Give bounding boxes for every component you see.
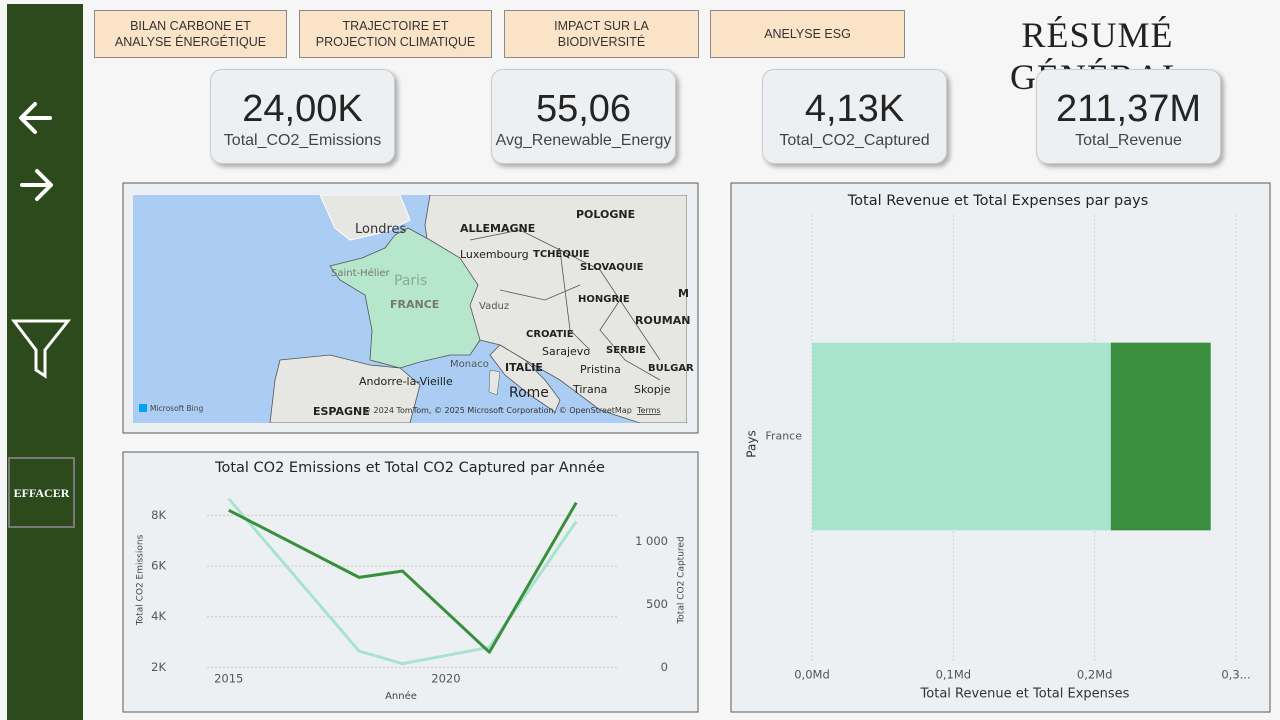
y-axis-title: Pays <box>745 430 759 457</box>
y-tick-label: 4K <box>151 609 166 623</box>
map <box>133 195 687 423</box>
line-chart: Total CO2 Emissions et Total CO2 Capture… <box>136 460 687 702</box>
y-tick-label: 8K <box>151 508 166 522</box>
x-axis-title: Année <box>385 690 417 702</box>
map-label: Luxembourg <box>460 248 529 261</box>
line-series <box>227 497 578 666</box>
kpi-label: Total_CO2_Emissions <box>223 132 382 149</box>
map-label: CROATIE <box>526 329 574 340</box>
kpi-value: 55,06 <box>535 88 632 130</box>
map-label: BULGAR <box>648 363 694 374</box>
map-label: ALLEMAGNE <box>460 222 535 235</box>
x-tick-label: 0,3... <box>1221 668 1250 682</box>
kpi-card: 24,00K Total_CO2_Emissions <box>210 69 395 164</box>
map-labels: Londres ALLEMAGNE POLOGNE Luxembourg TCH… <box>313 208 694 418</box>
y2-tick-label: 0 <box>661 660 668 674</box>
map-attribution: © 2024 TomTom, © 2025 Microsoft Corporat… <box>363 406 632 415</box>
y-axis-title: Total CO2 Emissions <box>136 534 146 626</box>
y-tick-label: France <box>765 430 802 443</box>
x-tick-label: 0,2Md <box>1077 668 1113 682</box>
line-chart-panel <box>122 451 699 713</box>
tab[interactable]: TRAJECTOIRE ET PROJECTION CLIMATIQUE <box>299 10 492 58</box>
chart-title: Total CO2 Emissions et Total CO2 Capture… <box>214 460 605 476</box>
x-tick-label: 0,1Md <box>936 668 972 682</box>
bar-segment <box>1110 342 1211 531</box>
line-series <box>228 501 578 654</box>
kpi-label: Avg_Renewable_Energy <box>495 132 672 149</box>
x-tick-label: 2015 <box>214 672 243 686</box>
map-label: Pristina <box>580 363 621 376</box>
bing-logo <box>139 404 147 412</box>
map-label: Vaduz <box>479 301 509 312</box>
map-label: Skopje <box>634 383 671 396</box>
x-axis-title: Total Revenue et Total Expenses <box>920 687 1130 702</box>
map-label: M <box>678 287 689 300</box>
y2-tick-label: 500 <box>646 597 668 611</box>
map-label: Londres <box>355 222 407 237</box>
kpi-value: 211,37M <box>1055 88 1202 130</box>
map-label: POLOGNE <box>576 208 635 221</box>
bar-chart: Total Revenue et Total Expenses par pays… <box>745 193 1251 702</box>
map-label: Andorre-la-Vieille <box>359 375 453 388</box>
filter-icon[interactable] <box>10 319 72 379</box>
chart-title: Total Revenue et Total Expenses par pays <box>847 193 1149 209</box>
y-tick-label: 6K <box>151 558 166 572</box>
map-label: ITALIE <box>505 361 543 374</box>
back-arrow[interactable] <box>19 102 52 134</box>
kpi-value: 4,13K <box>804 88 905 130</box>
kpi-label: Total_CO2_Captured <box>779 132 930 149</box>
kpi-value: 24,00K <box>242 88 363 130</box>
x-tick-label: 0,0Md <box>794 668 830 682</box>
map-label: Sarajevo <box>542 345 590 358</box>
x-tick-label: 2020 <box>431 672 460 686</box>
y2-tick-label: 1 000 <box>635 534 668 548</box>
tab[interactable]: BILAN CARBONE ET ANALYSE ÉNERGÉTIQUE <box>94 10 287 58</box>
y2-axis-title: Total CO2 Captured <box>677 536 687 624</box>
map-label: Paris <box>394 273 427 289</box>
map-label: TCHÉQUIE <box>533 247 590 260</box>
kpi-card: 55,06 Avg_Renewable_Energy <box>491 69 676 164</box>
tab[interactable]: ANELYSE ESG <box>710 10 905 58</box>
map-label: HONGRIE <box>578 294 630 305</box>
map-label: Tirana <box>572 383 607 396</box>
forward-arrow[interactable] <box>20 169 53 201</box>
clear-button[interactable] <box>8 457 75 528</box>
map-label: SLOVAQUIE <box>580 262 644 273</box>
y-tick-label: 2K <box>151 660 166 674</box>
map-label: ROUMAN <box>635 314 690 327</box>
map-label: Rome <box>509 385 549 401</box>
clear-button-label[interactable]: EFFACER <box>14 486 70 500</box>
map-provider: Microsoft Bing <box>150 404 203 413</box>
kpi-card: 4,13K Total_CO2_Captured <box>762 69 947 164</box>
tab[interactable]: IMPACT SUR LA BIODIVERSITÉ <box>504 10 699 58</box>
map-label: Monaco <box>450 359 489 370</box>
kpi-label: Total_Revenue <box>1075 132 1182 149</box>
map-label: SERBIE <box>606 345 646 356</box>
map-label: FRANCE <box>390 298 439 311</box>
kpi-card: 211,37M Total_Revenue <box>1036 69 1221 164</box>
map-label: ESPAGNE <box>313 405 370 418</box>
bar-segment <box>812 342 1111 531</box>
map-terms[interactable]: Terms <box>636 406 661 415</box>
map-label: Saint-Hélier <box>331 267 391 279</box>
